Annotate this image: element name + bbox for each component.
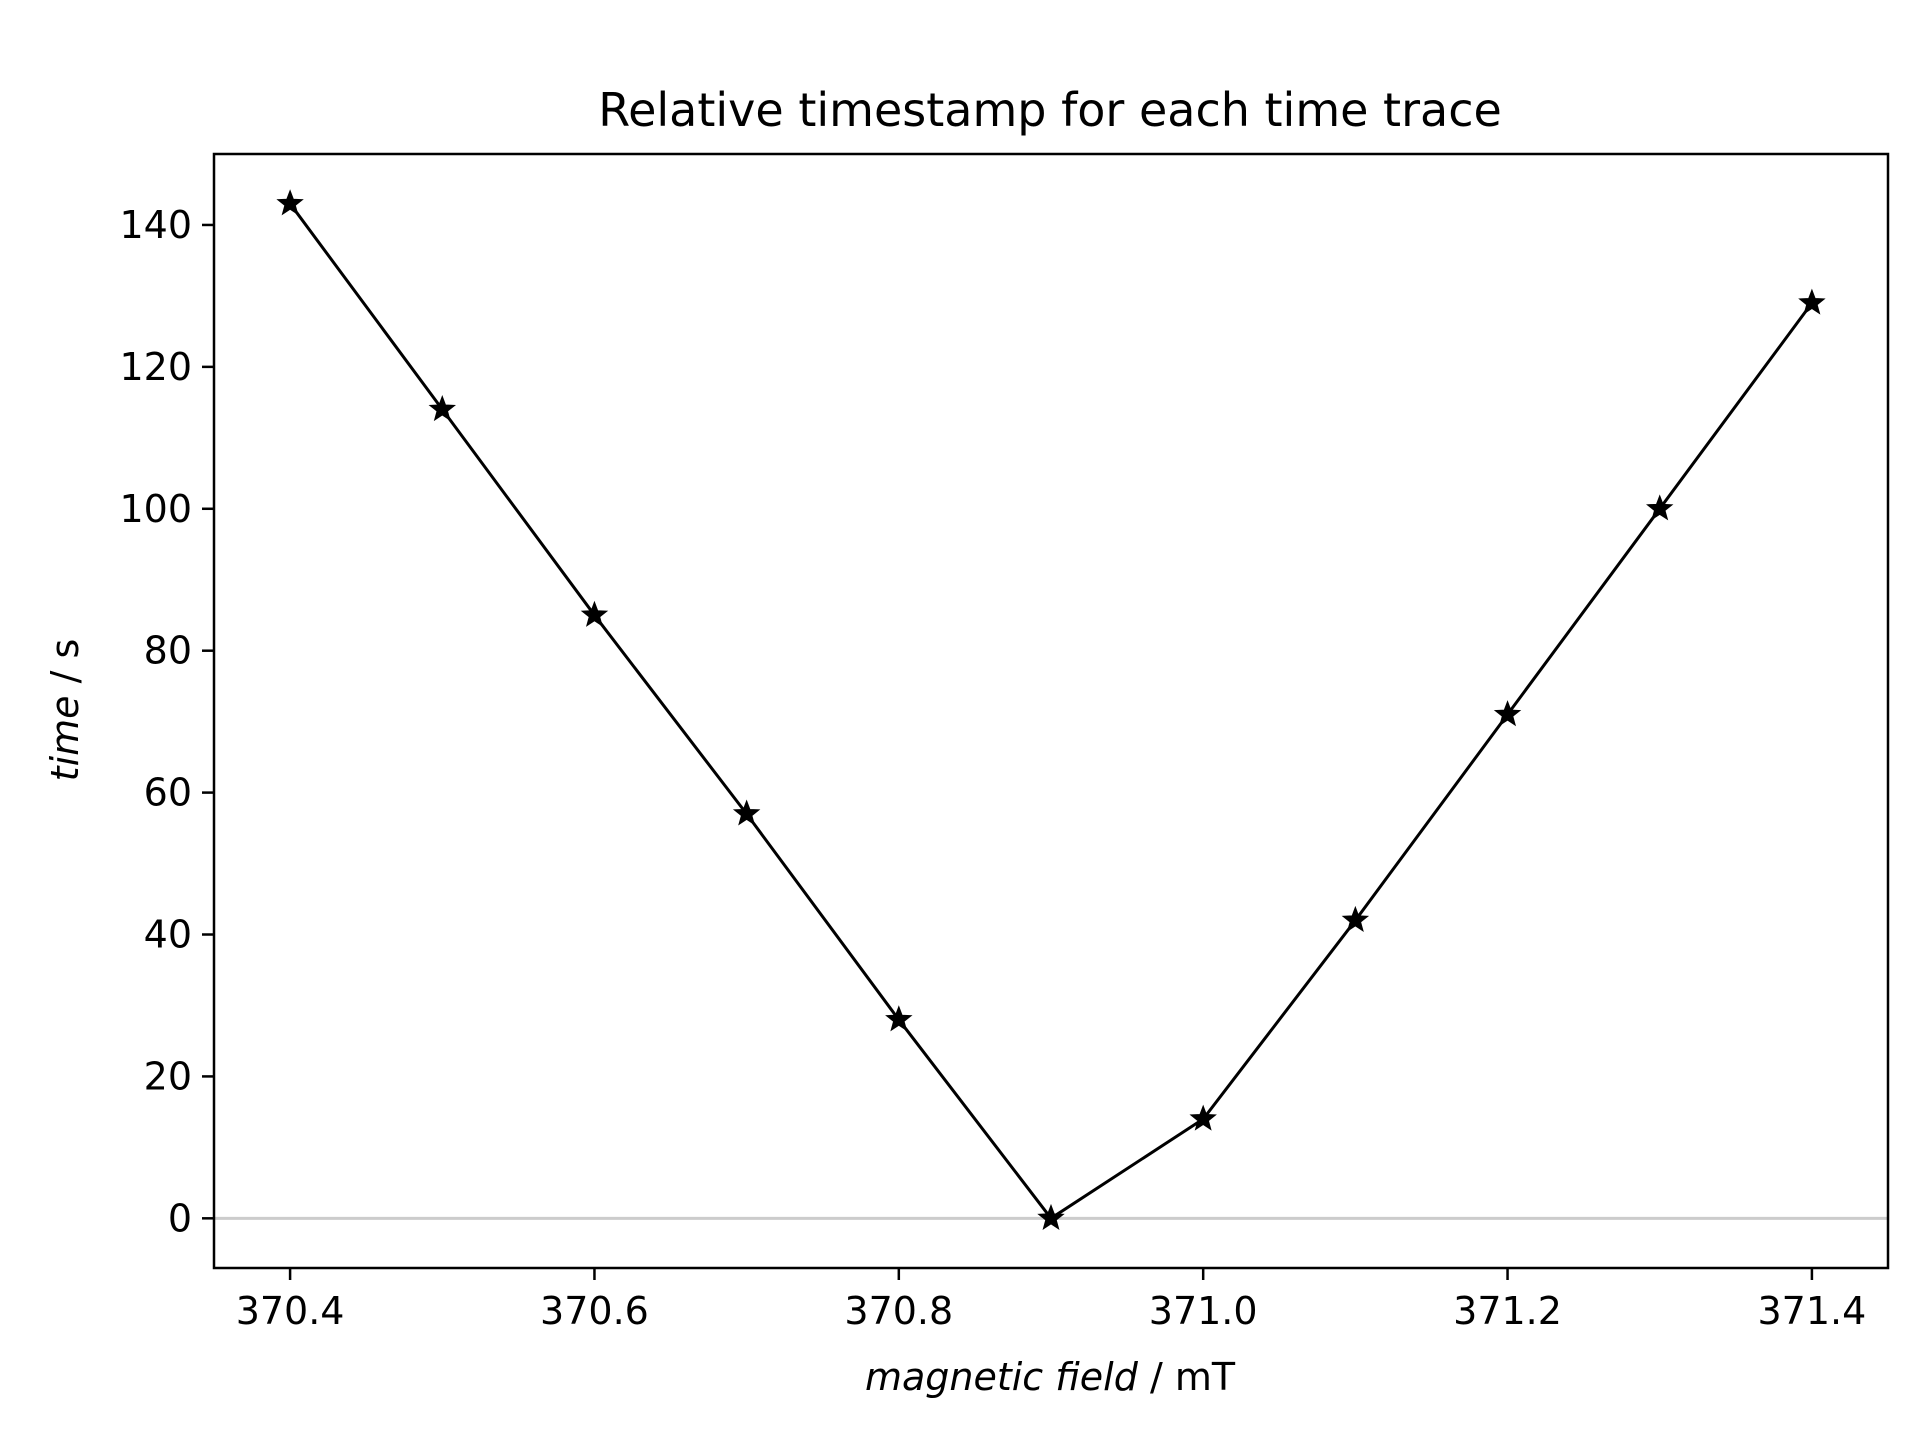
data-point-star <box>1646 494 1674 521</box>
plot-frame <box>212 152 1890 1270</box>
data-point-star <box>885 1005 913 1032</box>
y-axis-label-unit: / s <box>43 639 87 696</box>
data-point-star <box>276 189 304 216</box>
y-tick-label: 80 <box>144 629 192 673</box>
y-axis-label-quantity: time <box>43 695 87 781</box>
x-axis-label-quantity: magnetic field <box>865 1355 1139 1399</box>
y-tick-label: 60 <box>144 771 192 815</box>
data-point-star <box>1037 1203 1065 1230</box>
y-tick-label: 100 <box>119 487 192 531</box>
y-tick-label: 40 <box>144 913 192 957</box>
x-tick-label: 370.8 <box>844 1289 953 1333</box>
y-axis-ticks: 0 20 40 60 80 100 120 140 <box>119 203 214 1240</box>
x-axis-label: magnetic field / mT <box>865 1355 1236 1399</box>
x-tick-label: 371.2 <box>1453 1289 1562 1333</box>
x-tick-label: 370.6 <box>540 1289 649 1333</box>
data-point-star <box>1341 905 1370 932</box>
y-tick-label: 140 <box>119 203 192 247</box>
data-point-star <box>732 799 761 826</box>
y-tick-label: 0 <box>168 1196 192 1240</box>
data-point-star <box>428 395 456 422</box>
y-tick-label: 120 <box>119 345 192 389</box>
data-point-star <box>1798 288 1826 315</box>
x-axis-label-unit: / mT <box>1138 1355 1236 1399</box>
x-axis-ticks: 370.4 370.6 370.8 371.0 371.2 371.4 <box>236 1268 1867 1333</box>
y-axis-label: time / s <box>43 639 87 782</box>
x-tick-label: 371.4 <box>1758 1289 1867 1333</box>
data-point-star <box>1493 700 1522 727</box>
data-point-star <box>1189 1104 1217 1131</box>
series-line <box>288 202 1814 1221</box>
chart-title: Relative timestamp for each time trace <box>598 83 1502 137</box>
x-tick-label: 370.4 <box>236 1289 345 1333</box>
data-point-star <box>580 600 609 627</box>
y-tick-label: 20 <box>144 1054 192 1098</box>
data-point-markers <box>276 189 1826 1230</box>
x-tick-label: 371.0 <box>1149 1289 1258 1333</box>
